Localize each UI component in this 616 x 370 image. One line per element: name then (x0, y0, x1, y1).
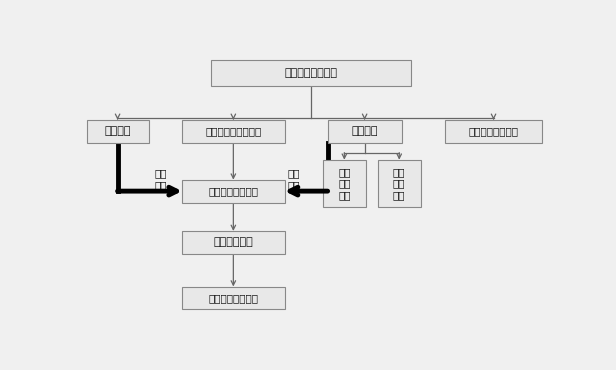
FancyBboxPatch shape (182, 120, 285, 143)
FancyBboxPatch shape (182, 286, 285, 309)
Text: 大小
识别: 大小 识别 (288, 168, 301, 190)
Text: 电网运行方式编排: 电网运行方式编排 (285, 68, 338, 78)
Text: 设备检修计划编制: 设备检修计划编制 (208, 293, 258, 303)
Text: 系统运行方式优化: 系统运行方式优化 (469, 126, 519, 136)
FancyBboxPatch shape (328, 120, 402, 143)
FancyBboxPatch shape (182, 231, 285, 254)
FancyBboxPatch shape (445, 120, 543, 143)
FancyBboxPatch shape (182, 180, 285, 202)
Text: 安全分析: 安全分析 (351, 126, 378, 136)
Text: 负荷时间弹性辨识: 负荷时间弹性辨识 (208, 186, 258, 196)
Text: 数据处理: 数据处理 (104, 126, 131, 136)
Text: 设备投产、退役计划: 设备投产、退役计划 (205, 126, 261, 136)
FancyBboxPatch shape (378, 160, 421, 207)
Text: 性能
识别: 性能 识别 (154, 168, 167, 190)
Text: 静态
安全
分析: 静态 安全 分析 (393, 167, 405, 200)
Text: 有序用电优化: 有序用电优化 (214, 238, 253, 248)
FancyBboxPatch shape (323, 160, 366, 207)
FancyBboxPatch shape (211, 60, 411, 86)
Text: 动态
安全
分析: 动态 安全 分析 (338, 167, 351, 200)
FancyBboxPatch shape (86, 120, 148, 143)
